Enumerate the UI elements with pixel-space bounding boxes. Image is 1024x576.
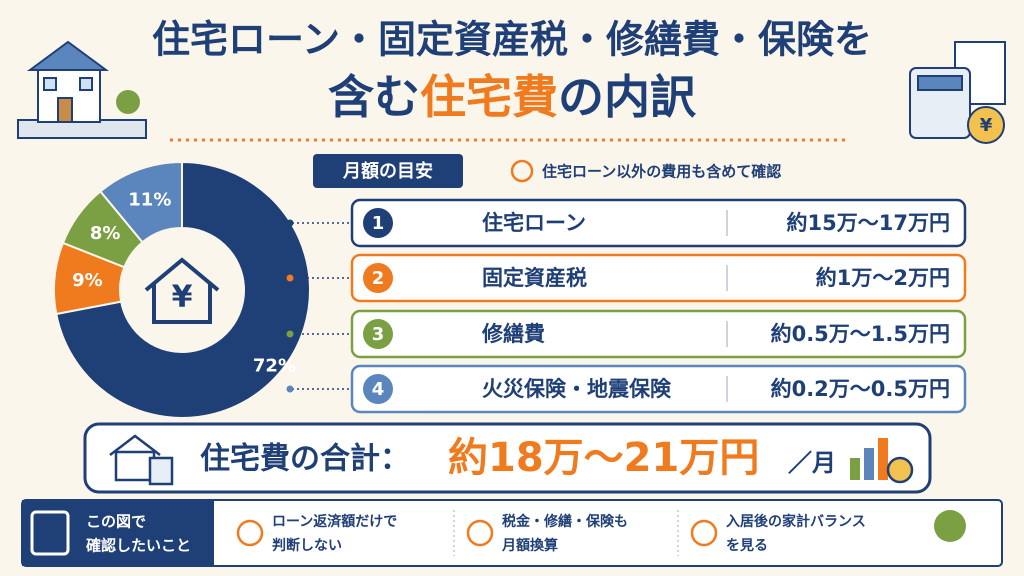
row-number-circle (363, 319, 393, 349)
footer-heading: この図で (86, 513, 146, 531)
footer-item: を見る (726, 538, 768, 554)
row-name: 火災保険・地震保険 (482, 377, 672, 401)
row-amount: 約0.5万～1.5万円 (771, 322, 950, 346)
footer-heading-box (22, 500, 214, 566)
footer-item: 月額換算 (501, 537, 558, 554)
footer-item: ローン返済額だけで (272, 513, 397, 530)
title-part: の内訳 (558, 70, 697, 124)
row-amount: 約15万～17万円 (787, 211, 950, 235)
connector-dot (286, 274, 294, 282)
check-icon (236, 519, 264, 547)
row-box (350, 253, 967, 303)
total-amount: 約18万～21万円 (448, 435, 759, 481)
row-box (350, 364, 967, 414)
title-part: 含む (328, 70, 420, 124)
row-box (350, 198, 967, 248)
slice-label: 9% (72, 270, 103, 291)
clipboard-icon (30, 510, 70, 556)
check-icon (510, 159, 534, 183)
svg-text:¥: ¥ (172, 280, 193, 315)
connector-dot (286, 385, 294, 393)
row-box (350, 309, 967, 359)
donut-slice (99, 160, 183, 244)
row-name: 住宅ローン (482, 211, 586, 235)
row-amount: 約0.2万～0.5万円 (771, 377, 950, 401)
row-number-circle (363, 208, 393, 238)
check-icon (690, 519, 718, 547)
title-line: 含む住宅費の内訳 (328, 70, 697, 124)
footer-item: 税金・修繕・保険も (502, 513, 628, 530)
badge (313, 154, 463, 188)
slice-label: 72% (253, 355, 296, 376)
title-line: 住宅ローン・固定資産税・修繕費・保険を (152, 18, 872, 62)
row-name: 固定資産税 (482, 266, 587, 290)
row-amount: 約1万～2万円 (816, 266, 950, 290)
footer-heading: 確認したいこと (85, 537, 191, 555)
row-number-circle (363, 374, 393, 404)
total-box (83, 422, 932, 494)
footer-item: 入居後の家計バランス (726, 513, 866, 530)
total-house-icon (109, 434, 914, 486)
total-unit: ／月 (788, 449, 836, 477)
total-label: 住宅費の合計： (200, 442, 410, 477)
row-number: 1 (372, 213, 385, 234)
pie-icon (934, 510, 966, 542)
row-number: 2 (372, 268, 385, 289)
note: 住宅ローン以外の費用も含めて確認 (542, 163, 781, 181)
calculator-illustration: ¥ (909, 41, 1006, 144)
house-illustration (17, 40, 147, 139)
connector-dot (286, 330, 294, 338)
footer-item: 判断しない (272, 537, 342, 554)
title-highlight: 住宅費 (420, 70, 558, 124)
slice-label: 11% (128, 190, 171, 211)
check-icon (466, 519, 494, 547)
row-number: 4 (372, 379, 385, 400)
donut-slice (55, 160, 311, 419)
row-number-circle (363, 263, 393, 293)
center-house-icon: ¥ (144, 257, 220, 324)
row-number: 3 (372, 324, 385, 345)
slice-label: 8% (90, 223, 121, 244)
connector-dot (286, 219, 294, 227)
row-name: 修繕費 (481, 322, 545, 346)
svg-text:¥: ¥ (980, 115, 993, 136)
badge-text: 月額の目安 (342, 160, 433, 182)
